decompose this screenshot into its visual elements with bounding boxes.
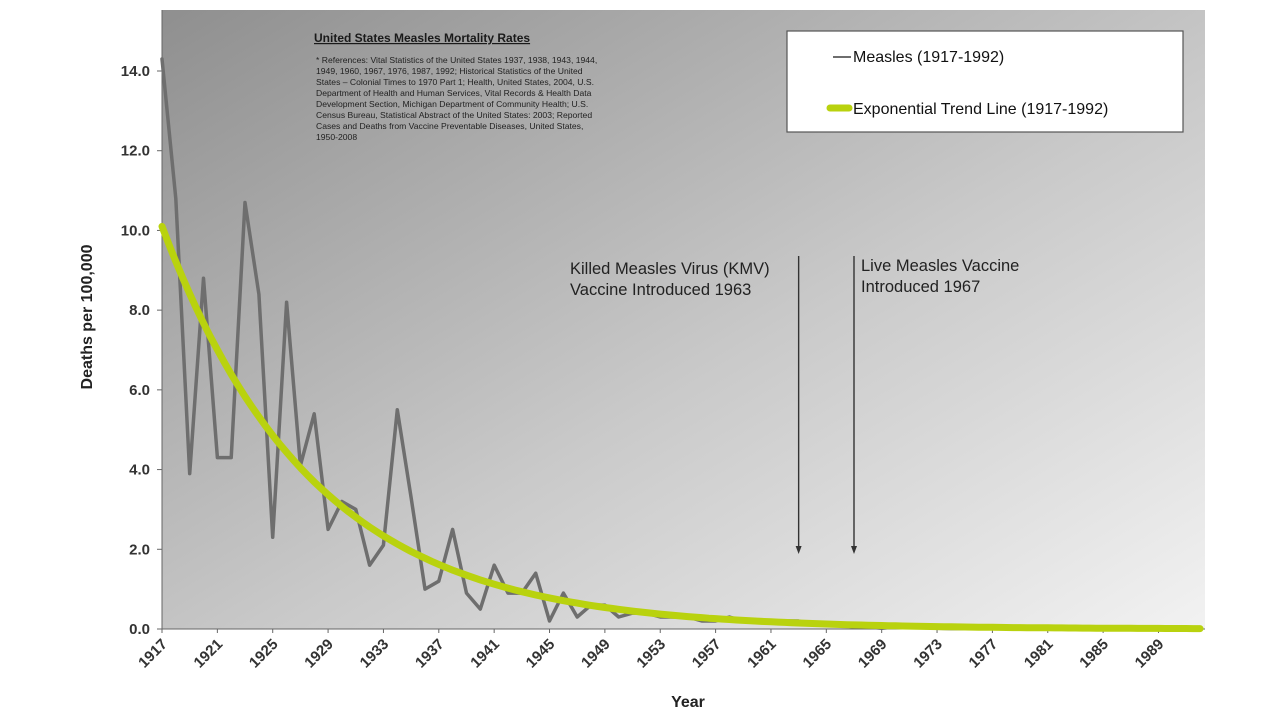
legend: Measles (1917-1992) Exponential Trend Li…: [786, 30, 1184, 133]
y-tick-label: 12.0: [121, 143, 150, 160]
references-line: Census Bureau, Statistical Abstract of t…: [316, 110, 592, 120]
x-tick-label: 1945: [523, 636, 559, 672]
y-tick-label: 10.0: [121, 222, 150, 239]
annotation-kmv-line-2: Vaccine Introduced 1963: [570, 281, 751, 299]
y-tick-label: 6.0: [129, 382, 150, 399]
annotation-arrow-head: [851, 546, 857, 554]
references-line: Development Section, Michigan Department…: [316, 99, 588, 109]
annotation-live-line-1: Live Measles Vaccine: [861, 257, 1019, 275]
references-line: 1950-2008: [316, 132, 357, 142]
annotation-live-vaccine-text: Live Measles Vaccine Introduced 1967: [861, 257, 1024, 296]
x-tick-label: 1917: [135, 636, 171, 672]
chart-title: United States Measles Mortality Rates: [314, 31, 530, 45]
references-line: * References: Vital Statistics of the Un…: [316, 55, 597, 65]
vaccine-annotations: Killed Measles Virus (KMV) Vaccine Intro…: [570, 256, 1024, 554]
references-text: * References: Vital Statistics of the Un…: [316, 55, 600, 142]
legend-label-measles: Measles (1917-1992): [853, 49, 1004, 66]
x-tick-label: 1973: [910, 636, 946, 672]
x-tick-label: 1989: [1132, 636, 1168, 672]
references-line: 1949, 1960, 1967, 1976, 1987, 1992; Hist…: [316, 66, 583, 76]
x-tick-label: 1937: [412, 636, 448, 672]
x-tick-label: 1925: [246, 636, 282, 672]
annotation-arrows: [795, 256, 857, 554]
x-tick-label: 1961: [744, 636, 780, 672]
x-tick-label: 1981: [1021, 636, 1057, 672]
annotation-arrow-head: [795, 546, 802, 554]
y-tick-label: 8.0: [129, 302, 150, 319]
y-tick-label: 14.0: [121, 63, 150, 80]
x-tick-label: 1949: [578, 636, 614, 672]
x-tick-label: 1965: [800, 636, 836, 672]
x-tick-label: 1933: [357, 636, 393, 672]
legend-label-trend: Exponential Trend Line (1917-1992): [853, 101, 1108, 118]
y-axis-title: Deaths per 100,000: [79, 244, 96, 389]
x-tick-label: 1957: [689, 636, 725, 672]
annotation-kmv-text: Killed Measles Virus (KMV) Vaccine Intro…: [570, 260, 774, 299]
x-tick-label: 1941: [467, 636, 503, 672]
references-line: States – Colonial Times to 1970 Part 1; …: [316, 77, 594, 87]
x-axis-title: Year: [671, 694, 705, 711]
x-tick-label: 1985: [1076, 636, 1112, 672]
references-line: Cases and Deaths from Vaccine Preventabl…: [316, 121, 583, 131]
annotation-kmv-line-1: Killed Measles Virus (KMV): [570, 260, 770, 278]
y-tick-label: 0.0: [129, 621, 150, 638]
references-line: Department of Health and Human Services,…: [316, 88, 592, 98]
y-tick-label: 4.0: [129, 462, 150, 479]
y-tick-labels: 0.0 2.0 4.0 6.0 8.0 10.0 12.0 14.0: [121, 63, 162, 638]
legend-box: [786, 30, 1184, 133]
series-layer: [158, 57, 1204, 633]
x-tick-label: 1953: [633, 636, 669, 672]
x-tick-label: 1977: [966, 636, 1002, 672]
annotation-live-line-2: Introduced 1967: [861, 278, 980, 296]
y-tick-label: 2.0: [129, 541, 150, 558]
x-tick-labels: 1917 1921 1925 1929 1933 1937 1941 1945 1949 1953…: [135, 629, 1167, 671]
x-tick-label: 1921: [191, 636, 227, 672]
x-tick-label: 1929: [301, 636, 337, 672]
series-line-trend: [158, 222, 1204, 633]
x-tick-label: 1969: [855, 636, 891, 672]
